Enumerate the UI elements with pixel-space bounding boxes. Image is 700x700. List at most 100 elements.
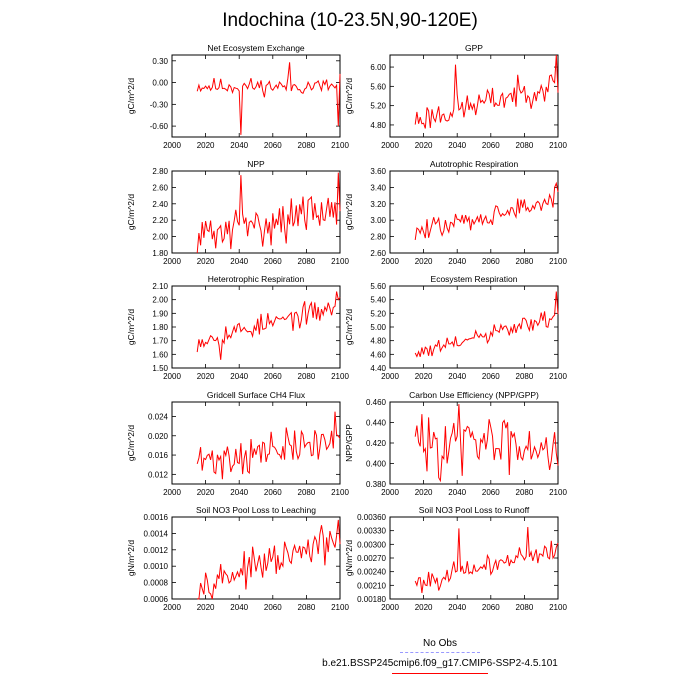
panel-title: Net Ecosystem Exchange (207, 43, 305, 53)
plot-frame (389, 401, 559, 485)
plot-frame (171, 54, 341, 138)
chart-panel-1: Net Ecosystem Exchange gC/m^2/d -0.60 -0.30… (126, 43, 349, 150)
plot-frame (171, 170, 341, 254)
x-tick-label: 2100 (549, 603, 567, 612)
x-tick-label: 2080 (298, 603, 316, 612)
x-tick-label: 2020 (197, 488, 215, 497)
y-tick-label: 3.60 (370, 167, 386, 176)
y-tick-label: 3.20 (370, 200, 386, 209)
y-tick-label: 0.00330 (357, 527, 386, 536)
chart-panel-3: NPP gC/m^2/d 1.80 2.00 2.20 2.40 2.60 2.80 2000 2… (126, 159, 349, 266)
x-tick-label: 2000 (163, 603, 181, 612)
series-line (196, 172, 341, 254)
x-tick-label: 2000 (381, 372, 399, 381)
y-axis-label: gC/m^2/d (344, 78, 354, 114)
y-tick-label: 2.80 (370, 233, 386, 242)
series-line (414, 291, 559, 358)
y-tick-label: 5.20 (370, 102, 386, 111)
plot-frame (389, 285, 559, 369)
panel-title: Soil NO3 Pool Loss to Leaching (196, 505, 316, 515)
y-axis-label: gC/m^2/d (126, 78, 136, 114)
page-title: Indochina (10-23.5N,90-120E) (222, 10, 478, 31)
y-tick-label: 3.40 (370, 183, 386, 192)
y-axis-label: gC/m^2/d (126, 425, 136, 461)
y-axis-label: gC/m^2/d (344, 194, 354, 230)
x-tick-label: 2040 (448, 141, 466, 150)
y-tick-label: 2.80 (152, 167, 168, 176)
x-tick-label: 2020 (197, 372, 215, 381)
x-tick-label: 2060 (264, 603, 282, 612)
series-line (414, 181, 559, 240)
x-tick-label: 2040 (448, 372, 466, 381)
y-tick-label: 0.00360 (357, 513, 386, 522)
y-tick-label: 0.020 (148, 432, 169, 441)
x-tick-label: 2080 (298, 488, 316, 497)
y-tick-label: 0.0014 (144, 529, 169, 538)
plot-frame (171, 285, 341, 369)
x-tick-label: 2080 (516, 141, 534, 150)
x-tick-label: 2040 (230, 603, 248, 612)
chart-panel-4: Autotrophic Respiration gC/m^2/d 2.60 2.80 3… (344, 159, 567, 266)
x-tick-label: 2020 (197, 257, 215, 266)
legend-model-label: b.e21.BSSP245cmip6.f09_g17.CMIP6-SSP2-4.… (322, 658, 558, 669)
y-tick-label: 1.50 (152, 364, 168, 373)
chart-panel-2: GPP gC/m^2/d 4.80 5.20 5.60 6.00 2000 2020 2040 2… (344, 43, 567, 150)
y-tick-label: 5.00 (370, 323, 386, 332)
x-tick-label: 2080 (516, 257, 534, 266)
x-tick-label: 2100 (549, 372, 567, 381)
y-tick-label: 0.420 (366, 439, 387, 448)
y-tick-label: -0.30 (150, 100, 169, 109)
x-tick-label: 2060 (482, 488, 500, 497)
x-tick-label: 2080 (298, 257, 316, 266)
chart-panel-10: Soil NO3 Pool Loss to RunoffgN/m^2/d0.00… (344, 505, 567, 612)
plot-frame (171, 516, 341, 600)
x-tick-label: 2080 (298, 141, 316, 150)
y-tick-label: 2.60 (152, 183, 168, 192)
y-tick-label: 0.00210 (357, 581, 386, 590)
x-tick-label: 2040 (448, 257, 466, 266)
panel-title: Autotrophic Respiration (430, 159, 519, 169)
x-tick-label: 2000 (163, 141, 181, 150)
y-tick-label: 2.40 (152, 200, 168, 209)
y-tick-label: 1.60 (152, 350, 168, 359)
x-tick-label: 2040 (448, 488, 466, 497)
y-tick-label: 0.400 (366, 460, 387, 469)
x-tick-label: 2020 (197, 603, 215, 612)
y-tick-label: 1.80 (152, 323, 168, 332)
x-tick-label: 2060 (264, 141, 282, 150)
x-tick-label: 2060 (482, 372, 500, 381)
y-tick-label: 4.60 (370, 350, 386, 359)
y-tick-label: 0.0008 (144, 579, 169, 588)
panel-title: NPP (247, 159, 265, 169)
y-axis-label: NPP/GPP (344, 424, 354, 462)
x-tick-label: 2060 (482, 257, 500, 266)
y-tick-label: 4.80 (370, 121, 386, 130)
y-tick-label: 4.40 (370, 364, 386, 373)
y-tick-label: 5.60 (370, 282, 386, 291)
y-tick-label: 3.00 (370, 216, 386, 225)
y-tick-label: 0.012 (148, 470, 169, 479)
panel-title: Gridcell Surface CH4 Flux (207, 390, 306, 400)
x-tick-label: 2040 (230, 488, 248, 497)
y-tick-label: 2.60 (370, 249, 386, 258)
x-tick-label: 2100 (549, 257, 567, 266)
panel-title: Carbon Use Efficiency (NPP/GPP) (409, 390, 539, 400)
y-tick-label: 1.70 (152, 337, 168, 346)
y-axis-label: gN/m^2/d (344, 540, 354, 576)
y-tick-label: 0.0016 (144, 513, 169, 522)
y-tick-label: 0.024 (148, 412, 169, 421)
x-tick-label: 2000 (163, 257, 181, 266)
chart-panel-9: Soil NO3 Pool Loss to Leaching gN/m^2/d 0.… (126, 505, 349, 612)
y-tick-label: 0.00 (152, 79, 168, 88)
y-tick-label: 0.460 (366, 398, 387, 407)
plot-frame (389, 516, 559, 600)
x-tick-label: 2020 (415, 488, 433, 497)
chart-panel-8: Carbon Use Efficiency (NPP/GPP) NPP/GPP 0.… (344, 390, 567, 497)
y-tick-label: 0.380 (366, 480, 387, 489)
x-tick-label: 2080 (298, 372, 316, 381)
series-line (414, 404, 559, 483)
x-tick-label: 2040 (230, 257, 248, 266)
panel-title: Heterotrophic Respiration (208, 274, 305, 284)
legend-obs-label: No Obs (423, 638, 457, 649)
x-tick-label: 2020 (415, 372, 433, 381)
